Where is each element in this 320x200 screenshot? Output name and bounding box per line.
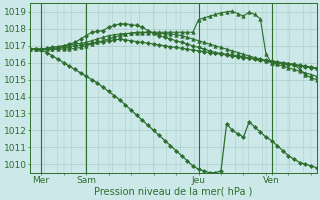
- X-axis label: Pression niveau de la mer( hPa ): Pression niveau de la mer( hPa ): [94, 187, 252, 197]
